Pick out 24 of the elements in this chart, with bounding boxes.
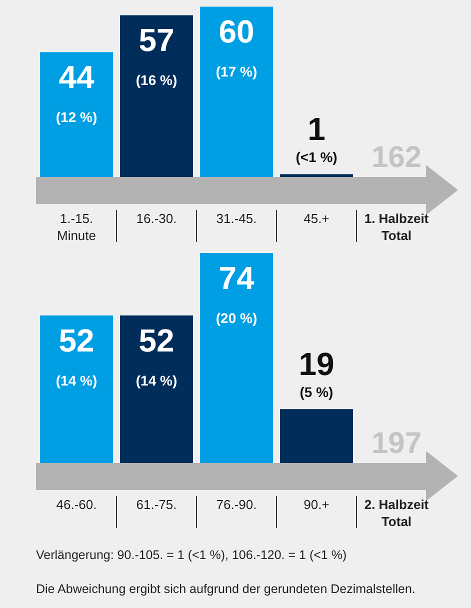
- data-label: 19 (5 %): [298, 346, 334, 400]
- bar: [200, 6, 273, 177]
- bar: [40, 52, 113, 177]
- x-tick-label: 1.-15. Minute: [56, 211, 96, 243]
- x-tick-label: 46.-60.: [56, 497, 97, 512]
- data-label: 60 (17 %): [216, 14, 258, 80]
- x-tick-label: 76.-90.: [216, 497, 257, 512]
- data-label: 52 (14 %): [56, 322, 98, 388]
- x-tick-label: 61.-75.: [136, 497, 177, 512]
- x-tick-label: 1. Halbzeit Total: [364, 211, 430, 243]
- text: Die Abweichung ergibt sich aufgrund der gerundeten Dezimalstellen.: [36, 582, 416, 596]
- x-tick-label: 45.+: [304, 211, 330, 226]
- data-label: 74 (20 %): [216, 260, 258, 326]
- x-tick-label: 90.+: [304, 497, 330, 512]
- data-label: 52 (14 %): [136, 322, 178, 388]
- data-label: 1 (<1 %): [296, 111, 338, 166]
- x-tick-label: 31.-45.: [216, 211, 257, 226]
- bar: [120, 15, 193, 177]
- data-label: 57 (16 %): [136, 22, 178, 88]
- x-tick-label: 2. Halbzeit Total: [364, 497, 430, 529]
- x-tick-label: 16.-30.: [136, 211, 177, 226]
- text: Verlängerung: 90.-105. = 1 (<1 %), 106.-120. = 1 (<1 %): [36, 548, 347, 562]
- data-label: 44 (12 %): [56, 59, 98, 126]
- bar: [280, 174, 353, 177]
